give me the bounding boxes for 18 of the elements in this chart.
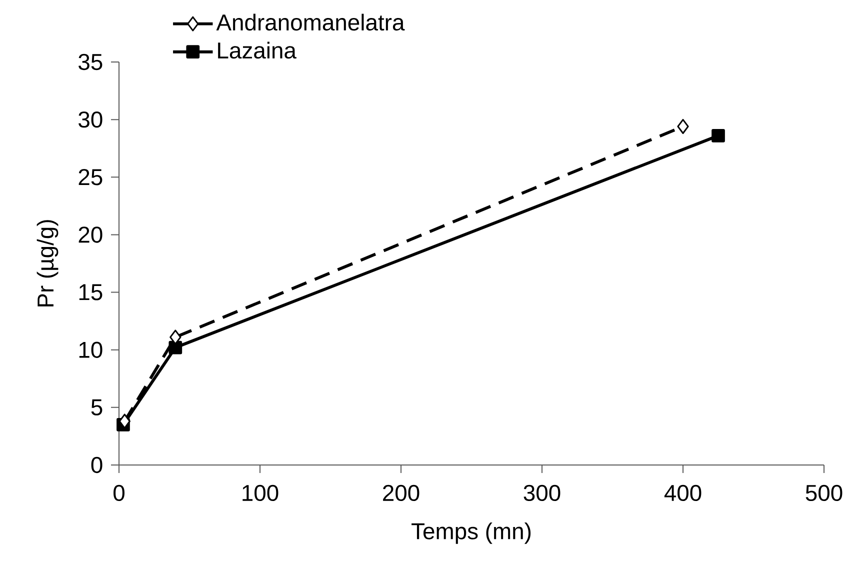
x-tick-label: 0: [114, 484, 124, 502]
x-tick-label: 100: [242, 484, 278, 502]
legend-label: Lazaina: [218, 42, 296, 59]
x-tick-label: 200: [383, 484, 420, 502]
y-tick-label: 20: [78, 226, 102, 243]
y-tick-label: 35: [78, 54, 102, 70]
y-tick-label: 0: [91, 456, 102, 474]
y-tick-label: 10: [79, 342, 102, 358]
y-tick-label: 25: [78, 169, 102, 186]
x-tick-label: 500: [806, 484, 842, 502]
x-tick-label: 400: [664, 484, 702, 502]
y-axis-title: Pr (µg/g): [36, 220, 58, 306]
x-tick-label: 300: [524, 484, 560, 502]
y-tick-label: 5: [91, 399, 102, 416]
x-axis-title: Temps (mn): [412, 522, 531, 544]
y-tick-label: 30: [78, 111, 102, 128]
legend-label: Andranomanelatra: [216, 14, 405, 31]
y-tick-label: 15: [79, 284, 102, 300]
